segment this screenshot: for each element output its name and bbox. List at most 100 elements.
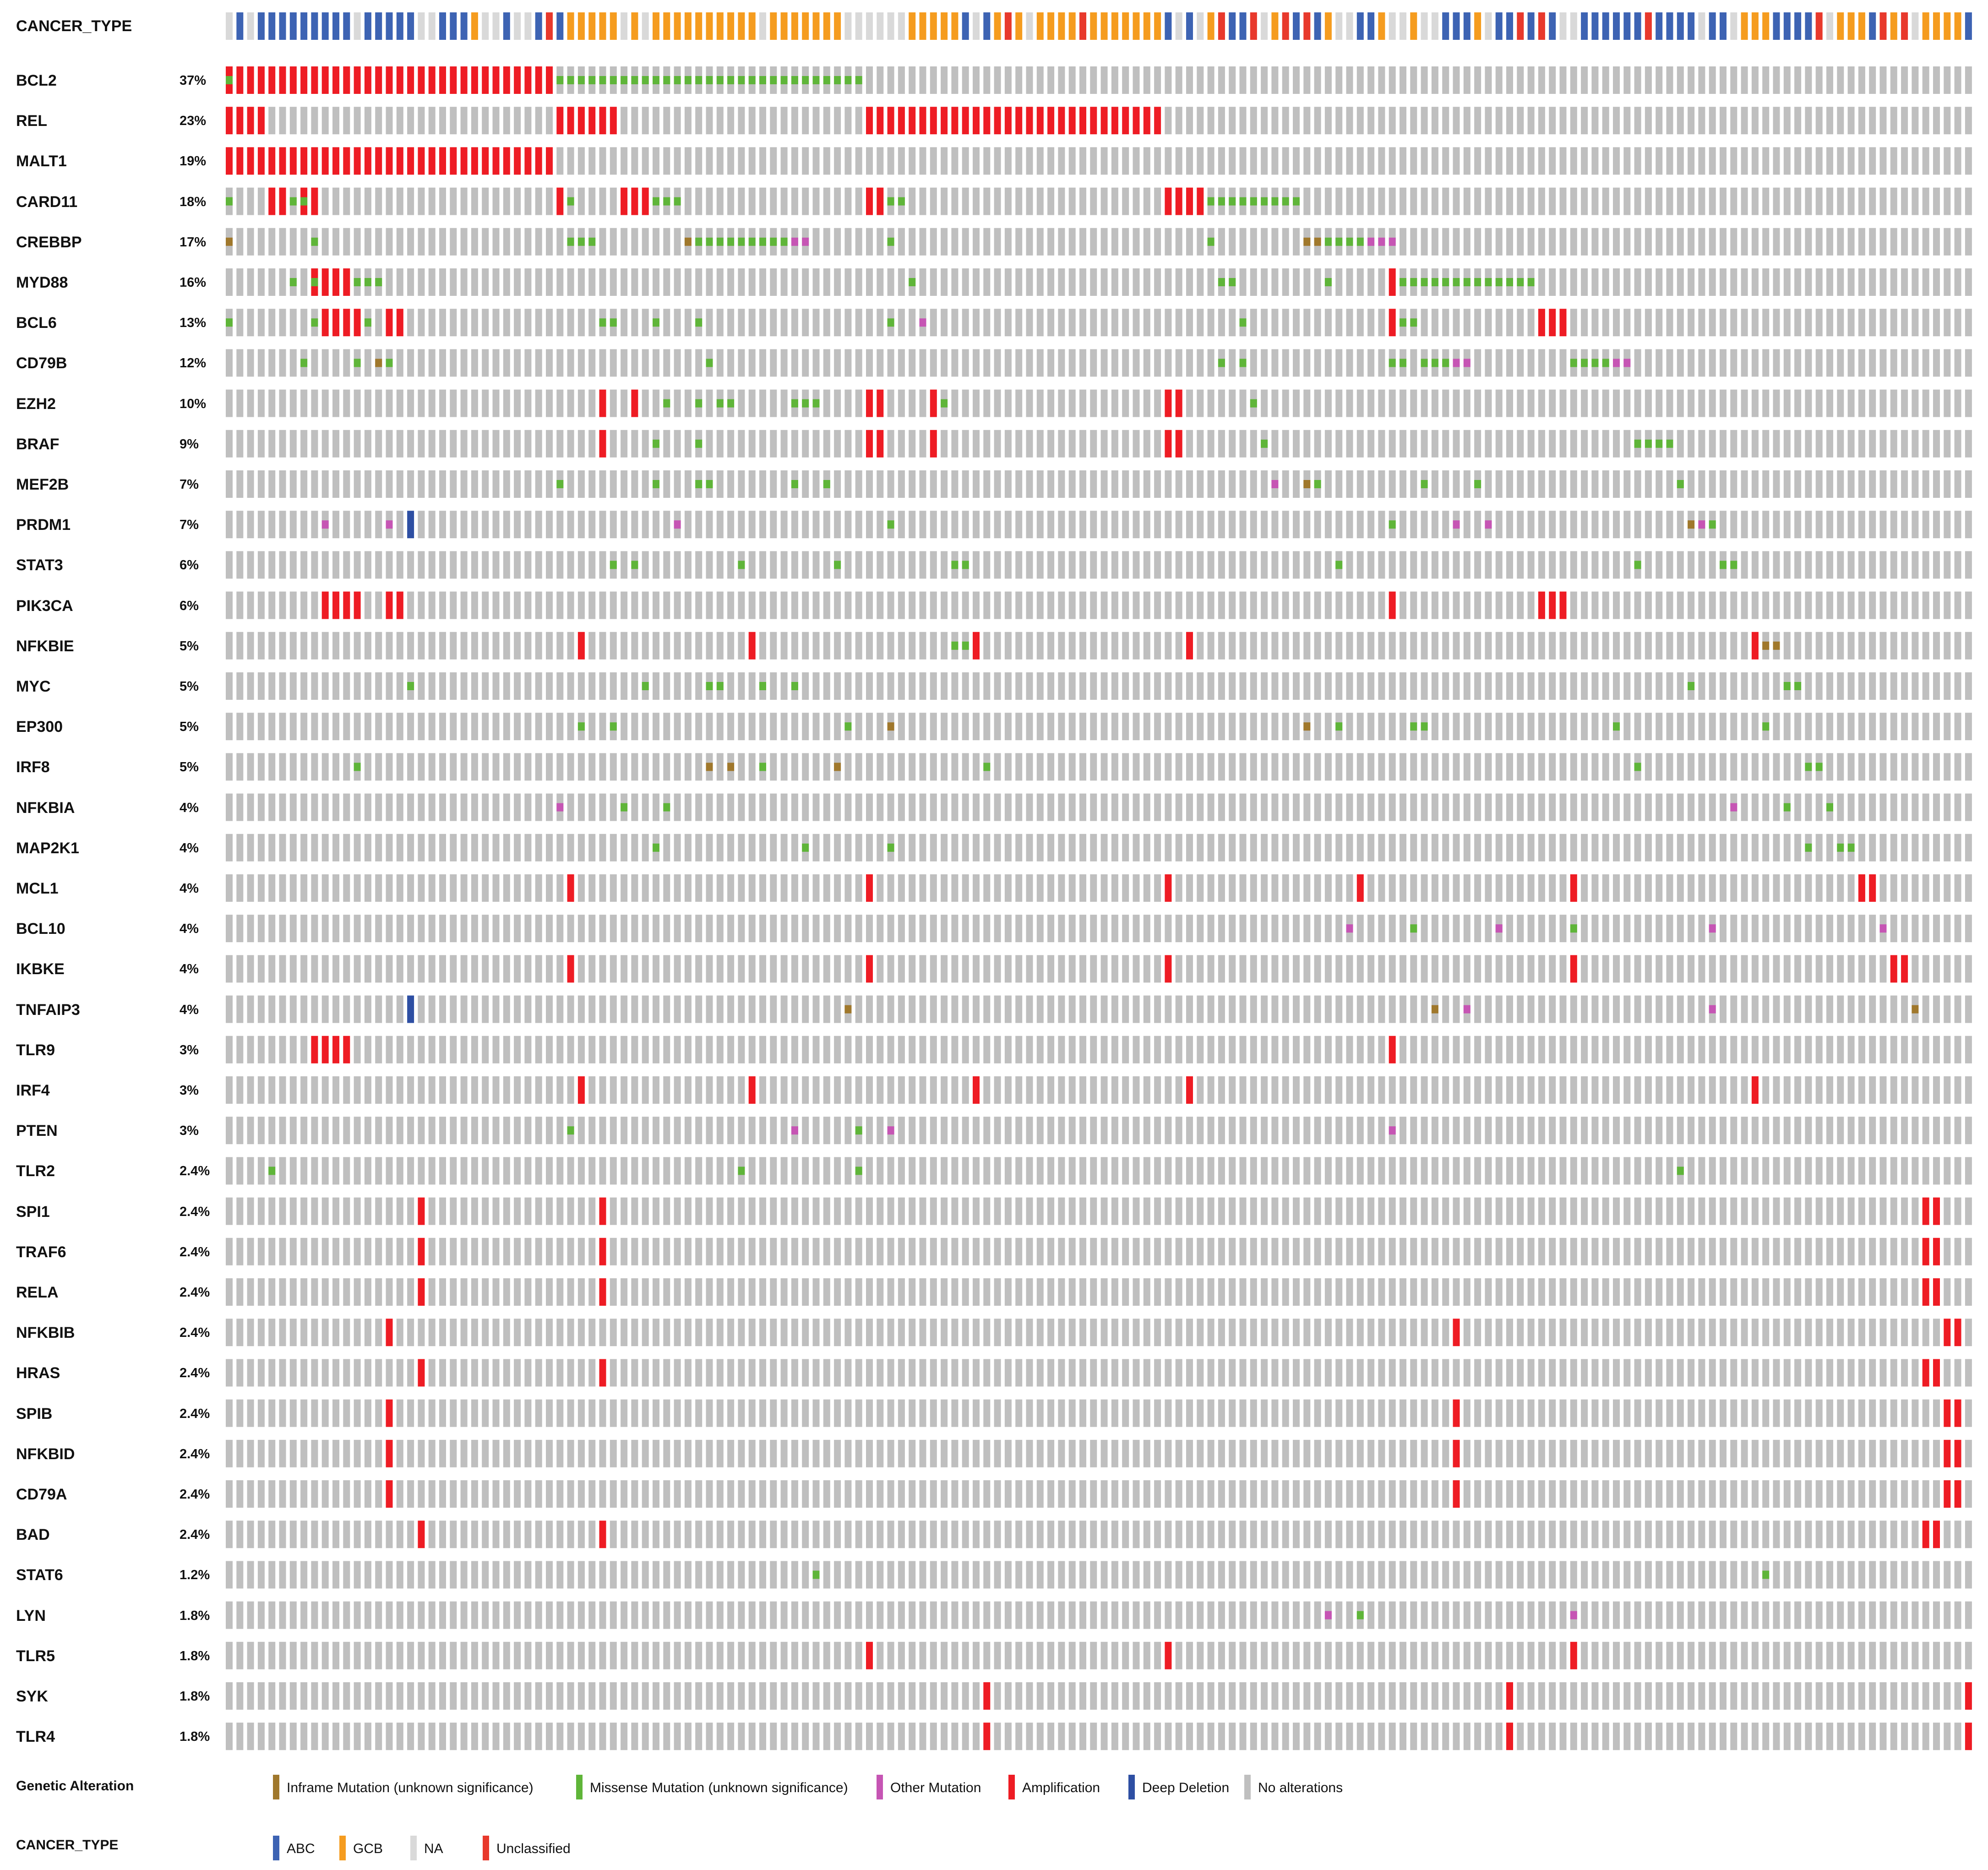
oncoprint-cell (1709, 632, 1716, 660)
mutation-mark (1335, 237, 1343, 246)
oncoprint-cell (653, 147, 659, 175)
oncoprint-cell (738, 995, 745, 1023)
mutation-mark (226, 318, 233, 327)
oncoprint-cell (1356, 834, 1364, 861)
oncoprint-cell (439, 632, 446, 660)
oncoprint-cell (1378, 389, 1385, 417)
oncoprint-cell (973, 389, 980, 417)
oncoprint-cell (482, 995, 489, 1023)
oncoprint-cell (375, 1157, 382, 1185)
oncoprint-cell (492, 66, 500, 94)
oncoprint-cell (1965, 66, 1972, 94)
oncoprint-cell (642, 874, 649, 902)
oncoprint-cell (1068, 955, 1076, 983)
oncoprint-cell (556, 187, 564, 215)
oncoprint-cell (866, 389, 873, 417)
oncoprint-cell (546, 753, 553, 781)
oncoprint-cell (791, 309, 798, 337)
cancer-type-cell (1922, 12, 1929, 40)
oncoprint-cell (428, 915, 436, 943)
oncoprint-cell (1154, 591, 1161, 619)
oncoprint-cell (1303, 430, 1311, 458)
oncoprint-cell (1004, 753, 1012, 781)
oncoprint-cell (1431, 955, 1438, 983)
oncoprint-cell (1623, 430, 1631, 458)
oncoprint-cell (1762, 1076, 1770, 1104)
oncoprint-cell (1314, 713, 1321, 741)
oncoprint-cell (1794, 107, 1802, 135)
oncoprint-cell (514, 66, 521, 94)
oncoprint-cell (1495, 228, 1503, 256)
oncoprint-cell (492, 551, 500, 579)
cancer-type-cell (418, 12, 425, 40)
oncoprint-cell (962, 107, 969, 135)
oncoprint-cell (812, 268, 820, 296)
oncoprint-cell (1026, 834, 1033, 861)
oncoprint-cell (1453, 107, 1460, 135)
oncoprint-cell (460, 470, 468, 498)
oncoprint-cell (375, 915, 382, 943)
oncoprint-cell (1111, 1036, 1118, 1063)
oncoprint-cell (247, 1036, 254, 1063)
oncoprint-cell (418, 309, 425, 337)
oncoprint-cell (226, 955, 233, 983)
oncoprint-cell (1207, 955, 1215, 983)
oncoprint-cell (567, 793, 574, 821)
mutation-mark (759, 763, 766, 771)
oncoprint-cell (1506, 713, 1513, 741)
oncoprint-cell (332, 672, 339, 700)
oncoprint-cell (1186, 551, 1193, 579)
oncoprint-cell (962, 955, 969, 983)
oncoprint-cell (877, 632, 884, 660)
oncoprint-cell (909, 66, 916, 94)
cancer-type-cell (1720, 12, 1727, 40)
oncoprint-cell (780, 1036, 788, 1063)
oncoprint-cell (1773, 793, 1780, 821)
oncoprint-cell (1346, 268, 1353, 296)
oncoprint-cell (1912, 672, 1919, 700)
cancer-type-cell (279, 12, 286, 40)
oncoprint-cell (1730, 874, 1737, 902)
oncoprint-cell (1815, 309, 1823, 337)
oncoprint-cell (364, 793, 371, 821)
mutation-mark (1239, 318, 1247, 327)
oncoprint-cell (802, 632, 809, 660)
oncoprint-cell (1133, 309, 1140, 337)
oncoprint-cell (1495, 834, 1503, 861)
oncoprint-cell (1538, 793, 1545, 821)
oncoprint-cell (780, 389, 788, 417)
oncoprint-cell (802, 430, 809, 458)
oncoprint-cell (321, 309, 329, 337)
oncoprint-cell (343, 834, 350, 861)
oncoprint-cell (759, 349, 766, 377)
oncoprint-cell (1431, 389, 1438, 417)
oncoprint-cell (577, 147, 585, 175)
oncoprint-cell (1613, 793, 1620, 821)
oncoprint-cell (631, 1076, 638, 1104)
oncoprint-cell (909, 874, 916, 902)
oncoprint-cell (1463, 632, 1471, 660)
oncoprint-cell (1847, 874, 1855, 902)
oncoprint-cell (289, 834, 297, 861)
oncoprint-cell (1250, 1157, 1257, 1185)
oncoprint-cell (855, 834, 862, 861)
oncoprint-cell (1229, 389, 1236, 417)
oncoprint-cell (1591, 1157, 1599, 1185)
oncoprint-cell (941, 995, 948, 1023)
oncoprint-cell (1965, 1076, 1972, 1104)
oncoprint-cell (535, 672, 542, 700)
oncoprint-cell (738, 1117, 745, 1145)
oncoprint-cell (663, 551, 670, 579)
oncoprint-cell (439, 511, 446, 539)
oncoprint-cell (877, 511, 884, 539)
oncoprint-cell (877, 349, 884, 377)
cancer-type-cell (1591, 12, 1599, 40)
oncoprint-cell (1250, 713, 1257, 741)
oncoprint-cell (1922, 955, 1929, 983)
oncoprint-cell (866, 187, 873, 215)
oncoprint-cell (610, 915, 617, 943)
oncoprint-cell (546, 511, 553, 539)
oncoprint-cell (1058, 1036, 1065, 1063)
oncoprint-cell (1762, 66, 1770, 94)
oncoprint-cell (663, 1076, 670, 1104)
